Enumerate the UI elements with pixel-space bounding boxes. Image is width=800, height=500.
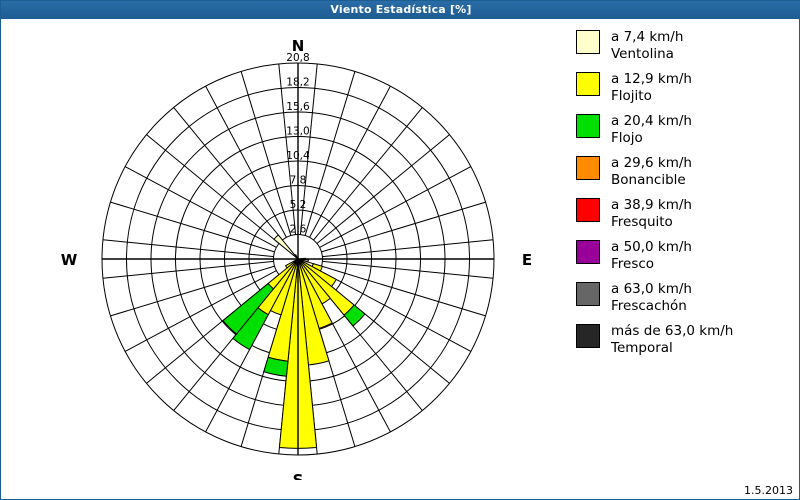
legend-label: más de 63,0 km/h Temporal	[611, 323, 733, 357]
grid-spoke	[240, 71, 292, 236]
wind-rose-plot: 2,6 5,2 7,8 10,4 13,0 15,6 18,2 20,8 N S W E	[61, 37, 532, 480]
radial-tick-label: 13,0	[286, 126, 309, 138]
grid-spoke	[319, 270, 472, 352]
compass-label-south: S	[293, 471, 304, 480]
legend-color-swatch	[576, 240, 600, 264]
legend-item: a 7,4 km/h Ventolina	[576, 29, 794, 63]
legend-item: a 38,9 km/h Fresquito	[576, 197, 794, 231]
grid-spoke	[102, 260, 274, 279]
legend-category-name: Bonancible	[611, 172, 686, 188]
legend-item: más de 63,0 km/h Temporal	[576, 323, 794, 357]
window-title: Viento Estadística [%]	[330, 3, 472, 16]
legend-label: a 63,0 km/h Frescachón	[611, 281, 692, 315]
radial-tick-label: 5,2	[290, 199, 307, 211]
legend-category-name: Temporal	[611, 340, 673, 356]
legend-label: a 7,4 km/h Ventolina	[611, 29, 683, 63]
legend-category-name: Flojito	[611, 88, 652, 104]
legend-item: a 29,6 km/h Bonancible	[576, 155, 794, 189]
radial-tick-label: 10,4	[286, 150, 310, 162]
legend-color-swatch	[576, 114, 600, 138]
legend-speed-range: a 63,0 km/h	[611, 281, 692, 297]
compass-label-north: N	[292, 37, 305, 55]
compass-labels: N S W E	[61, 37, 532, 480]
wind-rose-petals	[222, 234, 366, 449]
compass-label-west: W	[61, 251, 78, 269]
window-title-bar: Viento Estadística [%]	[1, 1, 800, 19]
grid-spoke	[124, 270, 277, 352]
wind-rose-segment	[232, 307, 269, 351]
legend-category-name: Flojo	[611, 130, 643, 146]
wind-rose-segment	[284, 259, 297, 269]
legend-color-swatch	[576, 324, 600, 348]
legend-category-name: Frescachón	[611, 298, 687, 314]
legend-label: a 20,4 km/h Flojo	[611, 113, 692, 147]
legend-label: a 38,9 km/h Fresquito	[611, 197, 692, 231]
radial-tick-labels: 2,6 5,2 7,8 10,4 13,0 15,6 18,2 20,8	[286, 52, 310, 236]
wind-rose-segment	[222, 282, 275, 335]
grid-spoke	[110, 265, 275, 317]
legend-label: a 29,6 km/h Bonancible	[611, 155, 692, 189]
legend-speed-range: a 50,0 km/h	[611, 239, 692, 255]
legend-item: a 20,4 km/h Flojo	[576, 113, 794, 147]
legend-item: a 50,0 km/h Fresco	[576, 239, 794, 273]
grid-spoke	[321, 265, 486, 317]
legend: a 7,4 km/h Ventolina a 12,9 km/h Flojito a 2…	[576, 29, 794, 365]
radial-tick-label: 18,2	[286, 77, 309, 89]
polar-axes	[102, 63, 494, 455]
grid-spoke	[110, 201, 275, 253]
radial-tick-label: 2,6	[290, 224, 307, 236]
legend-color-swatch	[576, 282, 600, 306]
legend-label: a 12,9 km/h Flojito	[611, 71, 692, 105]
legend-speed-range: a 7,4 km/h	[611, 29, 684, 45]
legend-category-name: Ventolina	[611, 46, 674, 62]
legend-color-swatch	[576, 72, 600, 96]
grid-spoke	[321, 201, 486, 253]
grid-spoke	[205, 85, 287, 238]
grid-spoke	[304, 71, 356, 236]
wind-rose-segment	[273, 234, 299, 260]
legend-color-swatch	[576, 156, 600, 180]
grid-spoke	[124, 166, 277, 248]
wind-rose-segment	[263, 356, 289, 377]
grid-spoke	[309, 85, 391, 238]
grid-spoke	[313, 107, 423, 241]
wind-rose-segment	[294, 254, 299, 260]
grid-spoke	[316, 134, 450, 244]
legend-speed-range: a 29,6 km/h	[611, 155, 692, 171]
legend-label: a 50,0 km/h Fresco	[611, 239, 692, 273]
legend-speed-range: a 12,9 km/h	[611, 71, 692, 87]
legend-speed-range: a 38,9 km/h	[611, 197, 692, 213]
radial-tick-label: 7,8	[290, 175, 307, 187]
wind-rose-chart-panel: 2,6 5,2 7,8 10,4 13,0 15,6 18,2 20,8 N S W E	[2, 20, 560, 480]
legend-category-name: Fresco	[611, 256, 655, 272]
legend-item: a 63,0 km/h Frescachón	[576, 281, 794, 315]
legend-category-name: Fresquito	[611, 214, 673, 230]
footer-date: 1.5.2013	[744, 484, 793, 497]
compass-label-east: E	[522, 251, 532, 269]
legend-speed-range: a 20,4 km/h	[611, 113, 692, 129]
grid-spoke	[319, 166, 472, 248]
legend-speed-range: más de 63,0 km/h	[611, 323, 734, 339]
grid-spoke	[146, 134, 280, 244]
radial-tick-label: 15,6	[286, 101, 310, 113]
legend-color-swatch	[576, 30, 600, 54]
wind-rose-segment	[343, 304, 366, 327]
legend-item: a 12,9 km/h Flojito	[576, 71, 794, 105]
grid-spoke	[173, 107, 283, 241]
grid-spoke	[299, 63, 318, 235]
grid-spoke	[278, 63, 297, 235]
grid-spoke	[322, 260, 494, 279]
legend-color-swatch	[576, 198, 600, 222]
grid-spoke	[102, 239, 274, 258]
grid-spoke	[322, 239, 494, 258]
radial-tick-label: 20,8	[286, 52, 309, 64]
